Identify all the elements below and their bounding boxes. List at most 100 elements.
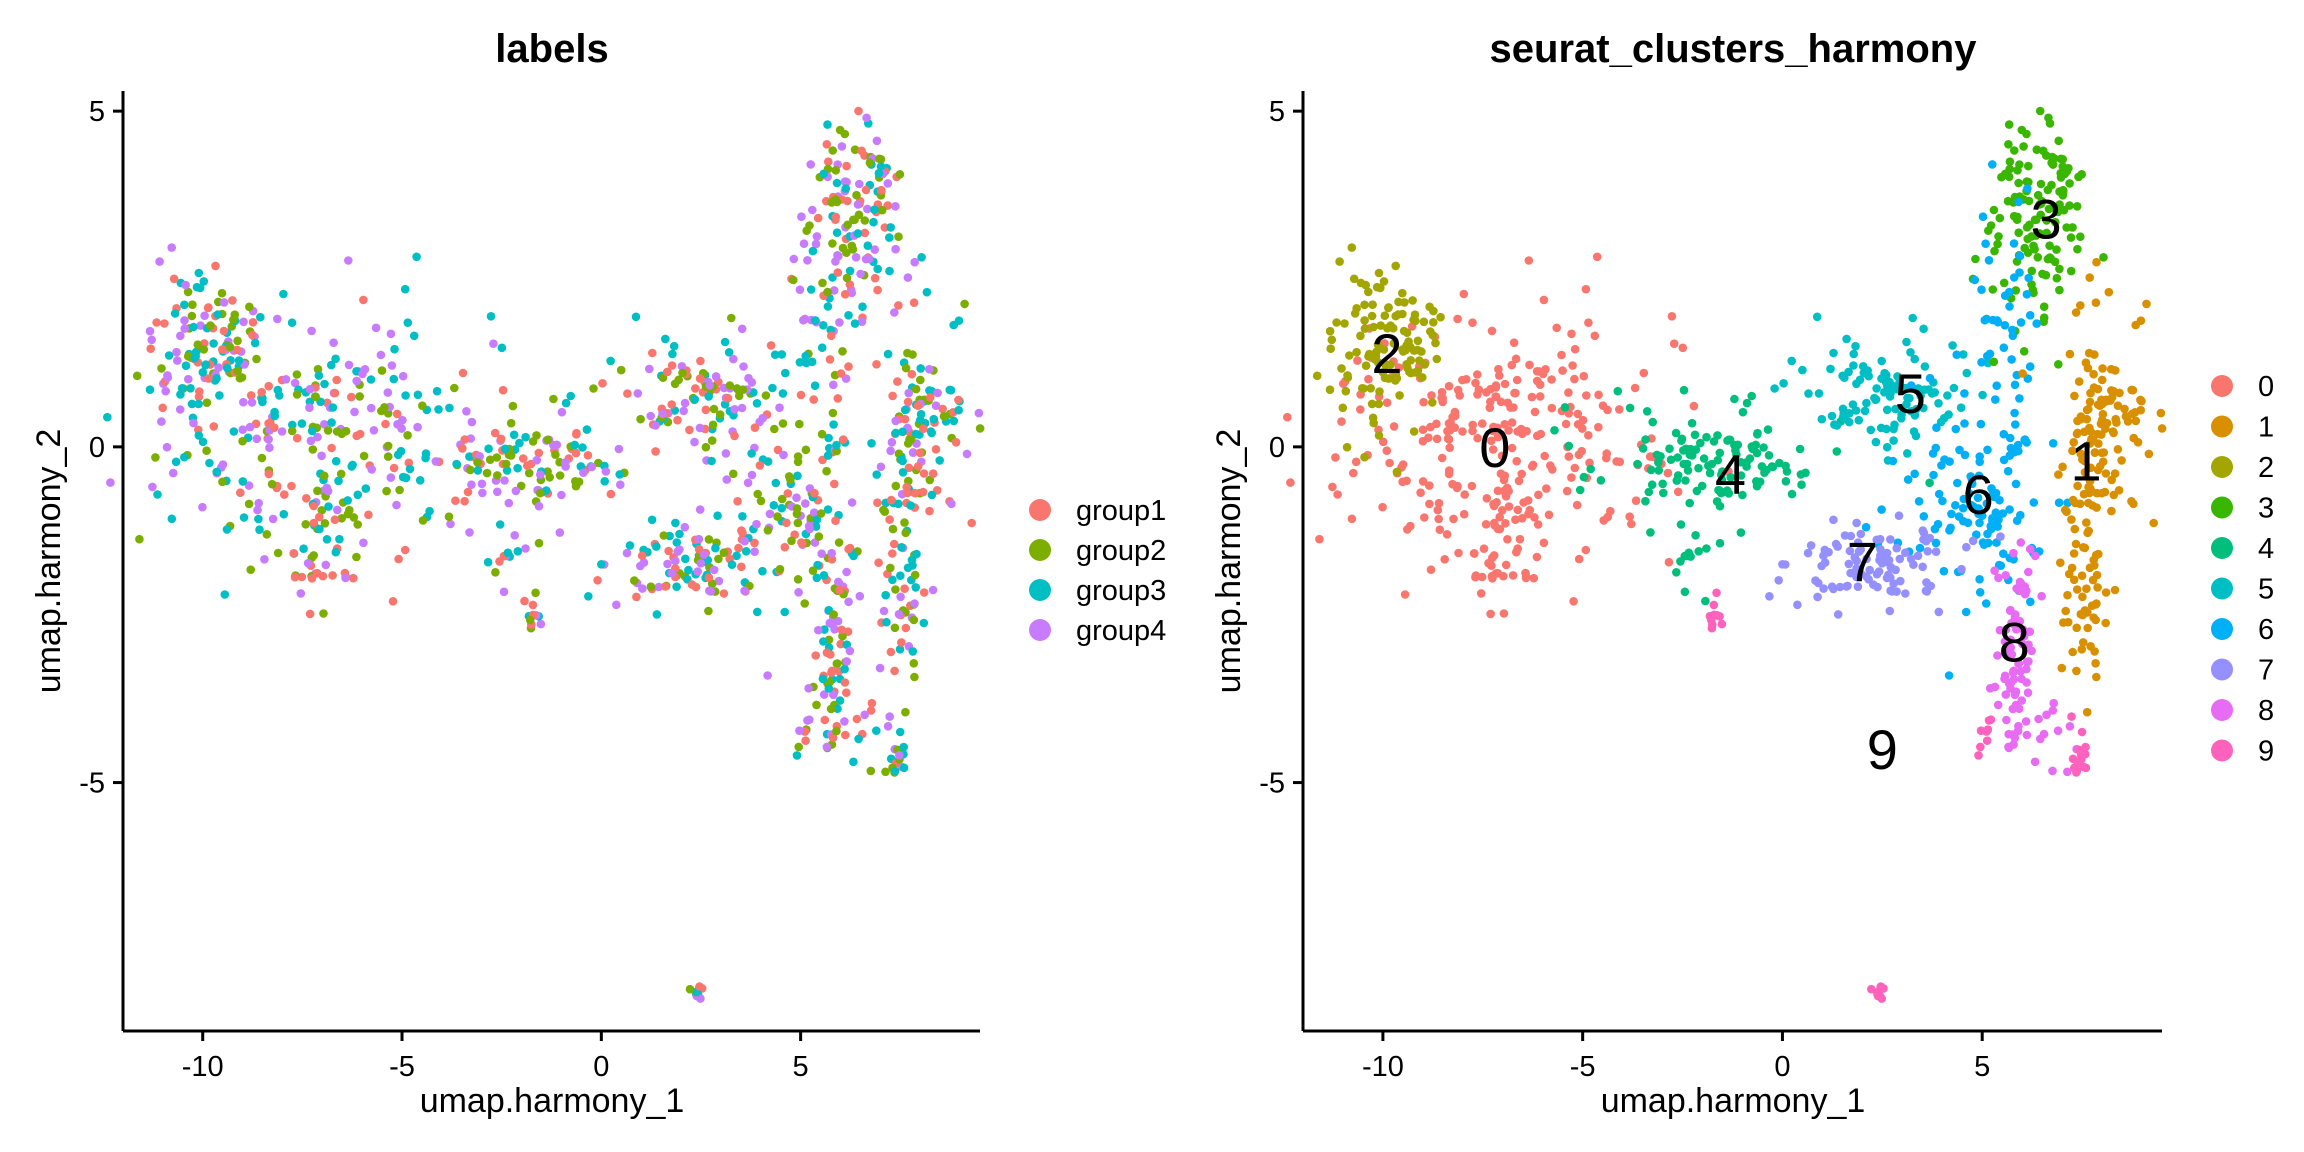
- data-point: [1892, 543, 1901, 553]
- data-point: [896, 592, 905, 602]
- data-point: [669, 341, 679, 351]
- data-point: [2039, 302, 2049, 312]
- data-point: [299, 544, 308, 553]
- data-point: [786, 475, 795, 485]
- data-point: [1527, 392, 1537, 402]
- data-point: [315, 524, 324, 534]
- data-point: [1713, 455, 1723, 465]
- data-point: [1646, 465, 1656, 475]
- data-point: [2042, 216, 2051, 225]
- data-point: [1664, 557, 1674, 567]
- data-point: [843, 196, 852, 206]
- data-point: [1672, 568, 1681, 577]
- data-point: [1385, 458, 1394, 468]
- data-point: [506, 418, 516, 428]
- data-point: [863, 241, 873, 250]
- data-point: [510, 531, 519, 540]
- data-point: [2004, 140, 2013, 149]
- data-point: [854, 734, 863, 744]
- data-point: [257, 453, 267, 463]
- data-point: [219, 326, 229, 336]
- data-point: [873, 285, 882, 295]
- data-point: [1420, 513, 1429, 522]
- data-point: [1581, 545, 1591, 555]
- data-point: [1342, 442, 1352, 452]
- data-point: [1774, 576, 1783, 585]
- data-point: [290, 378, 300, 388]
- data-point: [651, 421, 660, 430]
- data-point: [693, 567, 702, 576]
- data-point: [768, 383, 777, 393]
- data-point: [1974, 471, 1984, 481]
- data-point: [850, 215, 859, 224]
- data-point: [509, 430, 519, 440]
- data-point: [1923, 547, 1932, 556]
- data-point: [1991, 508, 2001, 517]
- data-point: [335, 534, 344, 544]
- data-point: [2083, 623, 2092, 633]
- data-point: [1478, 419, 1487, 428]
- data-point: [1398, 288, 1407, 298]
- data-point: [1408, 296, 1417, 305]
- data-point: [1694, 547, 1703, 556]
- data-point: [833, 704, 842, 713]
- data-point: [2039, 146, 2048, 156]
- data-point: [847, 498, 857, 507]
- data-point: [1572, 500, 1582, 510]
- data-point: [2042, 228, 2051, 238]
- data-point: [1902, 337, 1911, 347]
- data-point: [806, 285, 816, 294]
- data-point: [829, 610, 838, 619]
- data-point: [2093, 384, 2103, 394]
- data-point: [926, 427, 936, 436]
- data-point: [1687, 418, 1697, 428]
- data-point: [1340, 319, 1349, 328]
- data-point: [1312, 371, 1322, 381]
- data-point: [313, 486, 322, 496]
- legend-key: [2211, 739, 2233, 762]
- data-point: [847, 288, 857, 298]
- data-point: [482, 468, 492, 478]
- data-point: [2129, 499, 2138, 509]
- data-point: [1849, 361, 1858, 370]
- data-point: [1509, 338, 1519, 348]
- y-axis-title: umap.harmony_2: [30, 429, 68, 694]
- data-point: [636, 561, 645, 571]
- data-point: [2088, 435, 2098, 444]
- data-point: [2056, 168, 2065, 178]
- data-point: [900, 518, 909, 527]
- data-point: [275, 391, 284, 400]
- data-point: [352, 376, 362, 386]
- data-point: [398, 371, 408, 381]
- data-point: [1732, 450, 1741, 460]
- data-point: [2037, 591, 2046, 601]
- data-point: [1742, 398, 1752, 408]
- data-point: [660, 582, 670, 591]
- data-point: [598, 379, 607, 388]
- data-point: [1598, 401, 1608, 411]
- data-point: [520, 596, 529, 606]
- data-point: [1353, 356, 1362, 365]
- data-point: [2097, 375, 2107, 385]
- data-point: [1915, 543, 1925, 553]
- data-point: [390, 344, 399, 354]
- data-point: [1550, 426, 1559, 435]
- data-point: [1817, 414, 1827, 424]
- data-point: [831, 516, 840, 525]
- data-point: [1999, 429, 2009, 439]
- data-point: [1360, 452, 1369, 462]
- data-point: [1832, 421, 1842, 430]
- data-point: [927, 490, 937, 500]
- data-point: [1489, 551, 1499, 560]
- data-point: [1671, 428, 1681, 438]
- legend-label: 1: [2258, 412, 2274, 444]
- data-point: [1667, 312, 1677, 321]
- data-point: [1525, 360, 1534, 370]
- data-point: [901, 363, 911, 373]
- data-point: [2051, 205, 2061, 214]
- data-point: [794, 588, 803, 597]
- data-point: [832, 726, 841, 736]
- data-point: [2073, 416, 2082, 426]
- data-point: [2039, 317, 2048, 327]
- data-point: [1939, 413, 1949, 423]
